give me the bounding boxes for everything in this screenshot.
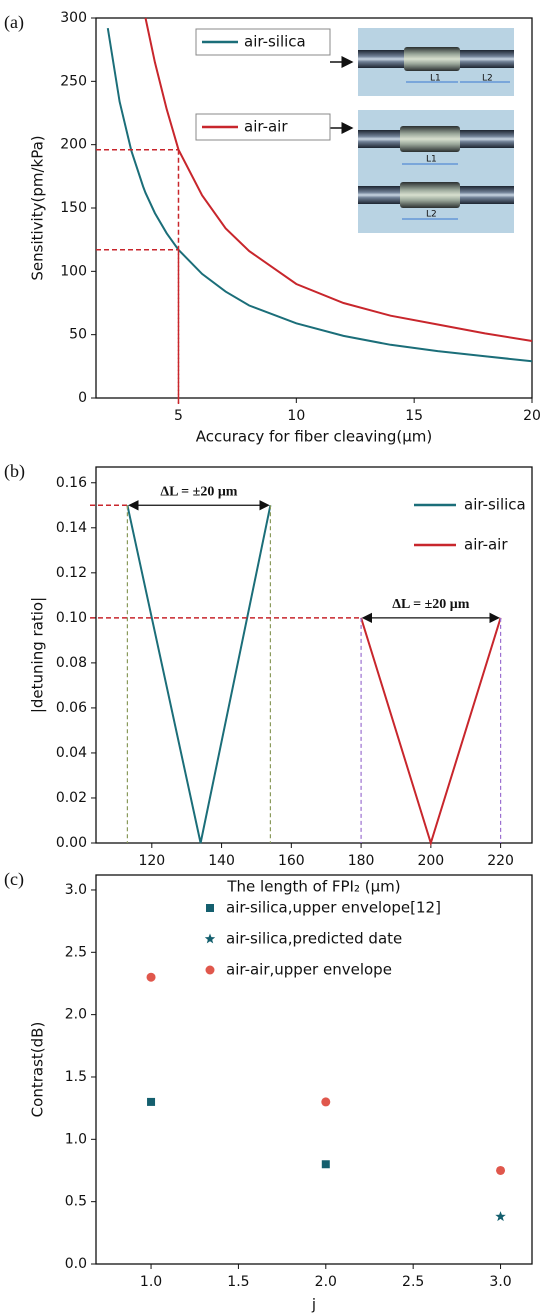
x-tick-label: 5 bbox=[174, 408, 183, 424]
series-line bbox=[144, 17, 533, 342]
y-tick-label: 0.04 bbox=[56, 745, 87, 761]
y-tick-label: 250 bbox=[60, 73, 87, 89]
x-tick-label: 15 bbox=[405, 408, 423, 424]
y-tick-label: 2.0 bbox=[65, 1007, 87, 1023]
x-tick-label: 220 bbox=[487, 853, 514, 869]
legend-marker bbox=[204, 933, 216, 944]
inset-label: L1 bbox=[426, 155, 437, 165]
y-tick-label: 0.5 bbox=[65, 1194, 87, 1210]
cavity bbox=[404, 47, 460, 71]
x-tick-label: 160 bbox=[278, 853, 305, 869]
inset-label: L2 bbox=[482, 74, 493, 84]
x-tick-label: 2.0 bbox=[315, 1274, 337, 1290]
series-line bbox=[126, 505, 272, 844]
y-tick-label: 200 bbox=[60, 137, 87, 153]
y-tick-label: 50 bbox=[69, 327, 87, 343]
x-tick-label: 140 bbox=[208, 853, 235, 869]
y-tick-label: 0.08 bbox=[56, 655, 87, 671]
x-axis-title: j bbox=[311, 1296, 316, 1314]
inset-label: L2 bbox=[426, 210, 437, 220]
y-tick-label: 0.00 bbox=[56, 835, 87, 851]
legend-label: air-air,upper envelope bbox=[226, 961, 392, 979]
panel-label: (b) bbox=[4, 461, 25, 482]
plot-frame bbox=[95, 466, 533, 844]
x-axis-title: The length of FPI₂ (μm) bbox=[226, 878, 400, 896]
y-tick-label: 150 bbox=[60, 200, 87, 216]
legend-label: air-silica bbox=[464, 496, 526, 514]
point bbox=[146, 972, 156, 982]
legend-label: air-air bbox=[464, 536, 508, 554]
annotation: ΔL = ±20 μm bbox=[392, 597, 469, 612]
y-tick-label: 0 bbox=[78, 390, 87, 406]
y-tick-label: 3.0 bbox=[65, 882, 87, 898]
x-axis-title: Accuracy for fiber cleaving(μm) bbox=[196, 428, 433, 446]
x-tick-label: 3.0 bbox=[489, 1274, 511, 1290]
series-line bbox=[360, 617, 502, 847]
cavity bbox=[400, 126, 460, 152]
point bbox=[147, 1097, 156, 1106]
x-tick-label: 1.0 bbox=[140, 1274, 162, 1290]
y-tick-label: 1.0 bbox=[65, 1131, 87, 1147]
y-tick-label: 0.10 bbox=[56, 610, 87, 626]
cavity bbox=[400, 182, 460, 208]
y-axis-title: Contrast(dB) bbox=[29, 1022, 47, 1118]
inset-photos: L1 L2 L1 L2 bbox=[330, 28, 514, 233]
x-tick-label: 2.5 bbox=[402, 1274, 424, 1290]
x-tick-label: 20 bbox=[523, 408, 541, 424]
inset-label: L1 bbox=[430, 74, 441, 84]
legend-label: air-silica bbox=[244, 33, 306, 51]
y-tick-label: 1.5 bbox=[65, 1069, 87, 1085]
x-tick-label: 10 bbox=[287, 408, 305, 424]
x-tick-label: 120 bbox=[138, 853, 165, 869]
legend-label: air-air bbox=[244, 118, 288, 136]
series-line bbox=[106, 27, 533, 363]
point bbox=[495, 1211, 506, 1222]
y-axis-title: Sensitivity(pm/kPa) bbox=[29, 135, 47, 280]
point bbox=[321, 1097, 331, 1107]
y-tick-label: 300 bbox=[60, 10, 87, 26]
x-tick-label: 1.5 bbox=[227, 1274, 249, 1290]
y-tick-label: 0.16 bbox=[56, 475, 87, 491]
panel-label: (a) bbox=[4, 12, 24, 33]
legend-label: air-silica,predicted date bbox=[226, 930, 402, 948]
y-tick-label: 0.12 bbox=[56, 565, 87, 581]
y-tick-label: 0.0 bbox=[65, 1256, 87, 1272]
point bbox=[496, 1165, 506, 1175]
annotation: ΔL = ±20 μm bbox=[160, 484, 237, 499]
y-tick-label: 0.06 bbox=[56, 700, 87, 716]
legend-label: air-silica,upper envelope[12] bbox=[226, 899, 441, 917]
x-tick-label: 200 bbox=[417, 853, 444, 869]
y-tick-label: 2.5 bbox=[65, 944, 87, 960]
legend-marker bbox=[205, 965, 215, 975]
y-axis-title: |detuning ratio| bbox=[29, 597, 47, 713]
y-tick-label: 0.02 bbox=[56, 790, 87, 806]
legend-marker bbox=[206, 904, 214, 912]
x-tick-label: 180 bbox=[348, 853, 375, 869]
y-tick-label: 100 bbox=[60, 263, 87, 279]
plot-frame bbox=[95, 874, 533, 1265]
point bbox=[321, 1160, 330, 1169]
y-tick-label: 0.14 bbox=[56, 520, 87, 536]
panel-label: (c) bbox=[4, 869, 24, 890]
